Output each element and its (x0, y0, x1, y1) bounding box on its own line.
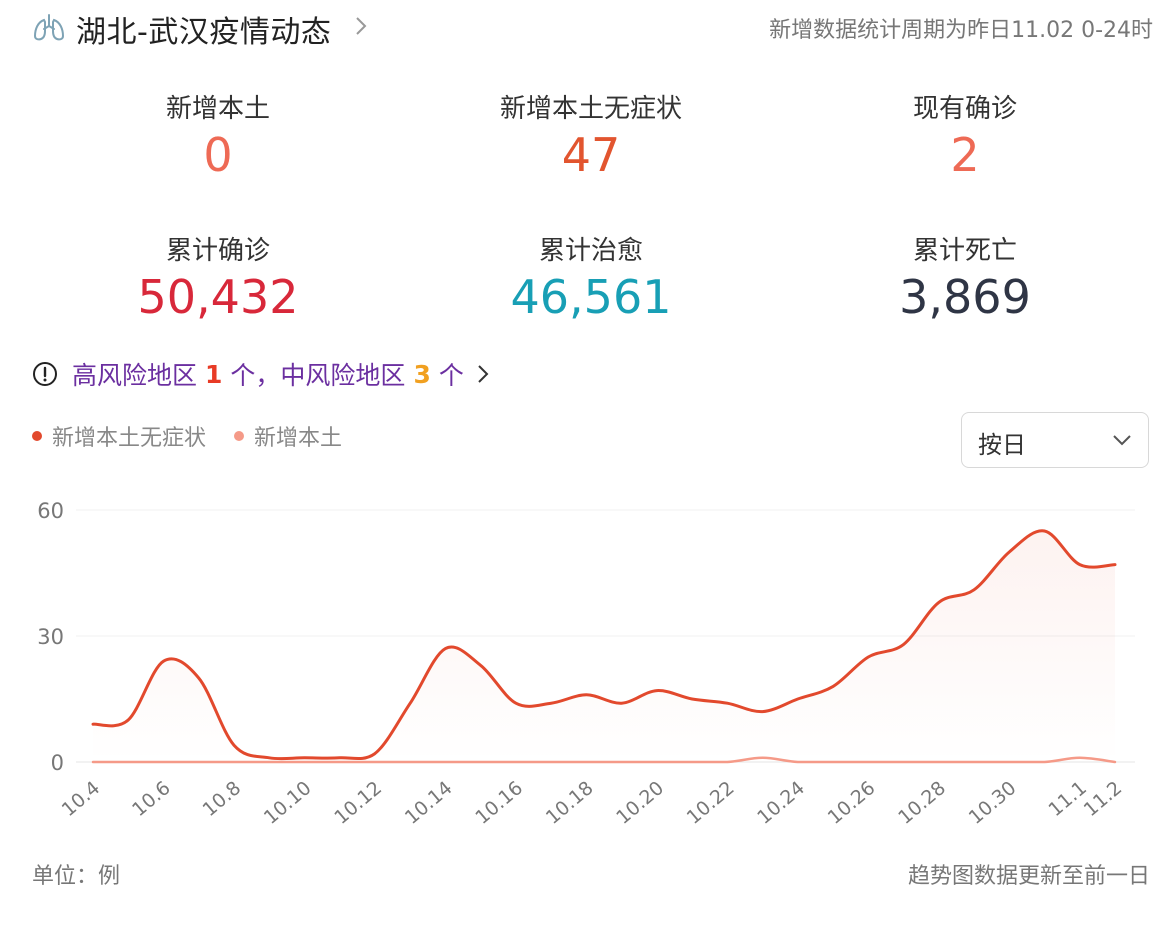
risk-mid-label: 个，中风险地区 (230, 361, 406, 390)
x-tick-label: 10.8 (199, 777, 246, 821)
stat-value: 46,561 (510, 270, 672, 324)
risk-areas-link[interactable]: 高风险地区 1 个，中风险地区 3 个 (32, 356, 490, 392)
granularity-value: 按日 (978, 431, 1026, 459)
x-tick-label: 10.18 (542, 777, 598, 829)
trend-chart: 0 30 60 10.4 10.6 10.8 10.10 10.12 10.14 10.16 10.… (37, 499, 1135, 829)
legend-dot (234, 431, 245, 441)
x-tick-label: 10.4 (58, 777, 105, 821)
legend-label: 新增本土 (254, 426, 343, 451)
alert-circle-icon (33, 362, 57, 386)
stat-value: 47 (561, 128, 621, 182)
x-tick-label: 10.20 (612, 777, 668, 829)
x-tick-label: 10.10 (260, 777, 316, 829)
stat-label: 累计治愈 (538, 236, 643, 266)
stat-value: 2 (950, 128, 980, 182)
stat-value: 50,432 (137, 270, 299, 324)
risk-unit: 个 (438, 361, 464, 390)
stat-label: 现有确诊 (912, 94, 1017, 124)
x-tick-label: 10.6 (128, 777, 175, 821)
stat-total-confirmed: 累计确诊 50,432 (68, 230, 368, 321)
stat-current-confirmed: 现有确诊 2 (815, 88, 1115, 179)
series-line-asymptomatic (91, 529, 1117, 761)
stat-value: 0 (203, 128, 233, 182)
x-tick-label: 10.12 (330, 777, 386, 829)
update-note: 趋势图数据更新至前一日 (907, 864, 1150, 889)
legend-dot (32, 431, 42, 441)
chevron-right-icon[interactable] (476, 363, 490, 385)
stat-label: 新增本土 (165, 94, 270, 124)
series-area (93, 530, 1115, 762)
x-tick-label: 10.14 (401, 777, 457, 829)
x-tick-label: 11.1 (1044, 777, 1091, 821)
x-tick-label: 10.26 (824, 777, 880, 829)
stats-period: 新增数据统计周期为昨日11.02 0-24时 (769, 18, 1153, 43)
x-tick-label: 10.30 (965, 777, 1021, 829)
chevron-right-icon[interactable] (354, 15, 368, 37)
legend-label: 新增本土无症状 (52, 426, 207, 451)
x-tick-label: 10.22 (683, 777, 739, 829)
legend-item-local[interactable]: 新增本土 (234, 420, 342, 452)
y-tick-label: 30 (37, 625, 64, 649)
stat-total-deaths: 累计死亡 3,869 (815, 230, 1115, 321)
stat-label: 新增本土无症状 (499, 94, 682, 124)
stat-new-local: 新增本土 0 (68, 88, 368, 179)
legend-item-asymptomatic[interactable]: 新增本土无症状 (32, 420, 206, 452)
x-tick-label: 11.2 (1080, 777, 1127, 821)
page-title[interactable]: 湖北-武汉疫情动态 (76, 15, 332, 50)
risk-high-label: 高风险地区 (72, 361, 198, 390)
stat-label: 累计确诊 (165, 236, 270, 266)
stat-value: 3,869 (899, 270, 1031, 324)
risk-high-count: 1 (205, 359, 223, 389)
x-tick-label: 10.24 (753, 777, 809, 829)
unit-label: 单位：例 (32, 864, 121, 889)
x-tick-label: 10.16 (471, 777, 527, 829)
stat-total-cured: 累计治愈 46,561 (441, 230, 741, 321)
stat-label: 累计死亡 (912, 236, 1017, 266)
granularity-select[interactable]: 按日 (961, 412, 1149, 468)
x-tick-label: 10.28 (894, 777, 950, 829)
chart-legend: 新增本土无症状 新增本土 (32, 420, 370, 452)
lung-icon (33, 14, 65, 41)
y-tick-label: 60 (37, 499, 64, 523)
chevron-down-icon (1113, 435, 1131, 446)
header: 湖北-武汉疫情动态 新增数据统计周期为昨日11.02 0-24时 (28, 0, 1153, 56)
stat-new-asymptomatic: 新增本土无症状 47 (441, 88, 741, 179)
y-tick-label: 0 (51, 751, 64, 775)
risk-mid-count: 3 (413, 359, 431, 389)
